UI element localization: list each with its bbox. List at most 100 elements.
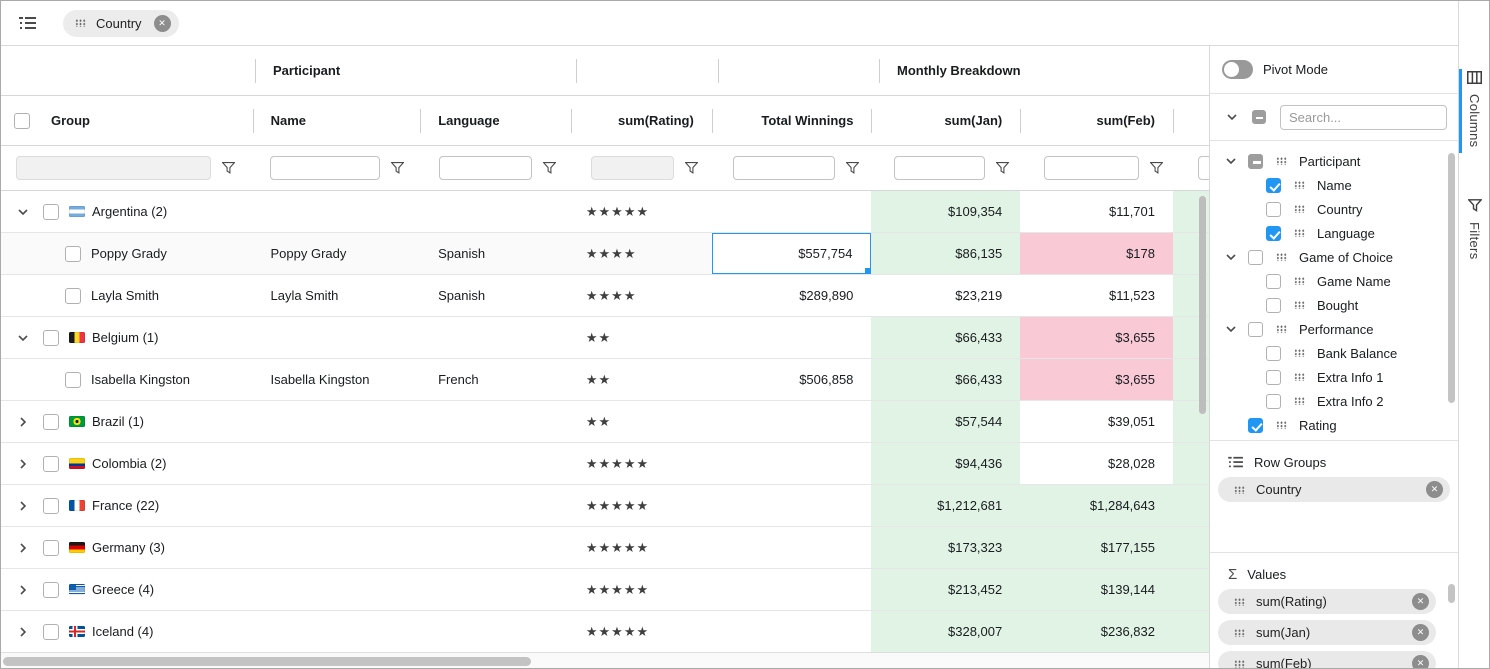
chevron-down-icon[interactable] <box>1224 249 1238 265</box>
group-cell[interactable]: Argentina (2) <box>1 191 252 232</box>
group-cell[interactable]: France (22) <box>1 485 252 526</box>
drag-grip-icon[interactable] <box>1294 205 1306 213</box>
remove-chip-icon[interactable]: ✕ <box>1412 624 1429 641</box>
filter-input-feb[interactable] <box>1044 156 1139 180</box>
feb-cell[interactable]: $39,051 <box>1108 414 1155 429</box>
sidebar-item-bank-balance[interactable]: Bank Balance <box>1210 341 1458 365</box>
rating-cell[interactable]: ★★★★★ <box>585 539 650 555</box>
remove-chip-icon[interactable]: ✕ <box>1426 481 1443 498</box>
jan-cell[interactable]: $23,219 <box>955 288 1003 303</box>
language-cell[interactable]: Spanish <box>438 288 486 303</box>
sidebar-item-participant[interactable]: Participant <box>1210 149 1458 173</box>
drag-grip-icon[interactable] <box>1234 628 1246 637</box>
drag-grip-icon[interactable] <box>1294 229 1306 237</box>
chevron-right-icon[interactable] <box>15 414 31 430</box>
drag-grip-icon[interactable] <box>1294 277 1306 285</box>
drag-grip-icon[interactable] <box>1276 421 1288 429</box>
drag-grip-icon[interactable] <box>1294 397 1306 405</box>
row-checkbox[interactable] <box>65 287 81 304</box>
name-cell[interactable] <box>252 317 420 358</box>
chevron-right-icon[interactable] <box>15 540 31 556</box>
chevron-right-icon[interactable] <box>15 624 31 640</box>
name-cell[interactable] <box>252 191 420 232</box>
feb-cell[interactable]: $3,655 <box>1020 317 1173 358</box>
drag-grip-icon[interactable] <box>1294 349 1306 357</box>
language-cell[interactable] <box>420 485 571 526</box>
rating-cell[interactable]: ★★★★ <box>585 245 637 261</box>
total-winnings-cell[interactable] <box>712 191 872 232</box>
rating-cell[interactable]: ★★ <box>585 371 612 387</box>
jan-cell[interactable]: $109,354 <box>871 191 1021 232</box>
drag-grip-icon[interactable] <box>1234 485 1246 494</box>
filter-input-partial[interactable] <box>1198 156 1209 180</box>
row-checkbox[interactable] <box>43 623 59 640</box>
total-winnings-cell[interactable] <box>712 317 872 358</box>
rating-cell[interactable]: ★★★★ <box>585 287 637 303</box>
column-header-lang[interactable]: Language <box>420 96 571 145</box>
name-cell[interactable] <box>252 611 420 652</box>
column-header-tw[interactable]: Total Winnings <box>711 96 872 145</box>
column-checkbox[interactable] <box>1266 201 1281 217</box>
total-winnings-cell[interactable] <box>712 527 872 568</box>
group-cell[interactable]: Poppy Grady <box>1 233 252 274</box>
total-winnings-cell[interactable] <box>712 611 872 652</box>
panel-chip-country[interactable]: Country ✕ <box>1218 477 1450 502</box>
panel-chip-sum-rating-[interactable]: sum(Rating) ✕ <box>1218 589 1436 614</box>
name-cell[interactable] <box>252 443 420 484</box>
sidebar-item-game-name[interactable]: Game Name <box>1210 269 1458 293</box>
language-cell[interactable]: Spanish <box>438 246 486 261</box>
name-cell[interactable] <box>252 485 420 526</box>
row-checkbox[interactable] <box>65 245 81 262</box>
mar-cell-partial[interactable] <box>1173 527 1209 568</box>
filter-funnel-icon[interactable] <box>380 162 414 174</box>
jan-cell[interactable]: $57,544 <box>871 401 1021 442</box>
total-winnings-cell[interactable] <box>712 485 872 526</box>
total-winnings-cell[interactable] <box>712 443 872 484</box>
language-cell[interactable] <box>420 401 571 442</box>
mar-cell-partial[interactable] <box>1173 443 1209 484</box>
rating-cell[interactable]: ★★★★★ <box>585 497 650 513</box>
grid-horizontal-scrollbar-thumb[interactable] <box>3 657 531 666</box>
filter-funnel-icon[interactable] <box>985 162 1019 174</box>
sidebar-item-game-of-choice[interactable]: Game of Choice <box>1210 245 1458 269</box>
feb-cell[interactable]: $28,028 <box>1108 456 1155 471</box>
row-checkbox[interactable] <box>43 497 59 514</box>
chevron-down-icon[interactable] <box>15 204 31 220</box>
jan-cell[interactable]: $86,135 <box>871 233 1021 274</box>
feb-cell[interactable]: $236,832 <box>1020 611 1173 652</box>
filter-funnel-icon[interactable] <box>835 162 869 174</box>
jan-cell[interactable]: $66,433 <box>871 359 1021 400</box>
filter-funnel-icon[interactable] <box>211 162 245 174</box>
row-checkbox[interactable] <box>43 455 59 472</box>
sidebar-item-performance[interactable]: Performance <box>1210 317 1458 341</box>
chevron-down-icon[interactable] <box>15 330 31 346</box>
tree-scrollbar-thumb[interactable] <box>1448 153 1455 403</box>
chevron-down-icon[interactable] <box>1224 153 1238 169</box>
group-cell[interactable]: Greece (4) <box>1 569 252 610</box>
group-chip-country[interactable]: Country ✕ <box>63 9 179 37</box>
group-cell[interactable]: Brazil (1) <box>1 401 252 442</box>
column-checkbox[interactable] <box>1248 153 1263 169</box>
mar-cell-partial[interactable] <box>1173 569 1209 610</box>
rating-cell[interactable]: ★★★★★ <box>585 455 650 471</box>
name-cell[interactable]: Poppy Grady <box>270 246 347 261</box>
language-cell[interactable] <box>420 611 571 652</box>
group-cell[interactable]: Belgium (1) <box>1 317 252 358</box>
rating-cell[interactable]: ★★★★★ <box>585 203 650 219</box>
total-winnings-cell[interactable]: $557,754 <box>711 233 872 274</box>
group-cell[interactable]: Layla Smith <box>1 275 252 316</box>
chevron-down-icon[interactable] <box>1224 109 1240 125</box>
feb-cell[interactable]: $1,284,643 <box>1020 485 1173 526</box>
filter-funnel-icon[interactable] <box>532 162 566 174</box>
filter-input-lang[interactable] <box>439 156 532 180</box>
name-cell[interactable]: Isabella Kingston <box>270 372 370 387</box>
drag-grip-icon[interactable] <box>1234 597 1246 606</box>
panel-chip-sum-feb-[interactable]: sum(Feb) ✕ <box>1218 651 1436 668</box>
drag-grip-icon[interactable] <box>1276 157 1288 165</box>
jan-cell[interactable]: $94,436 <box>871 443 1021 484</box>
column-checkbox[interactable] <box>1266 225 1281 241</box>
feb-cell[interactable]: $178 <box>1020 233 1173 274</box>
chevron-right-icon[interactable] <box>15 456 31 472</box>
sidebar-item-extra-info-1[interactable]: Extra Info 1 <box>1210 365 1458 389</box>
filter-funnel-icon[interactable] <box>674 162 708 174</box>
